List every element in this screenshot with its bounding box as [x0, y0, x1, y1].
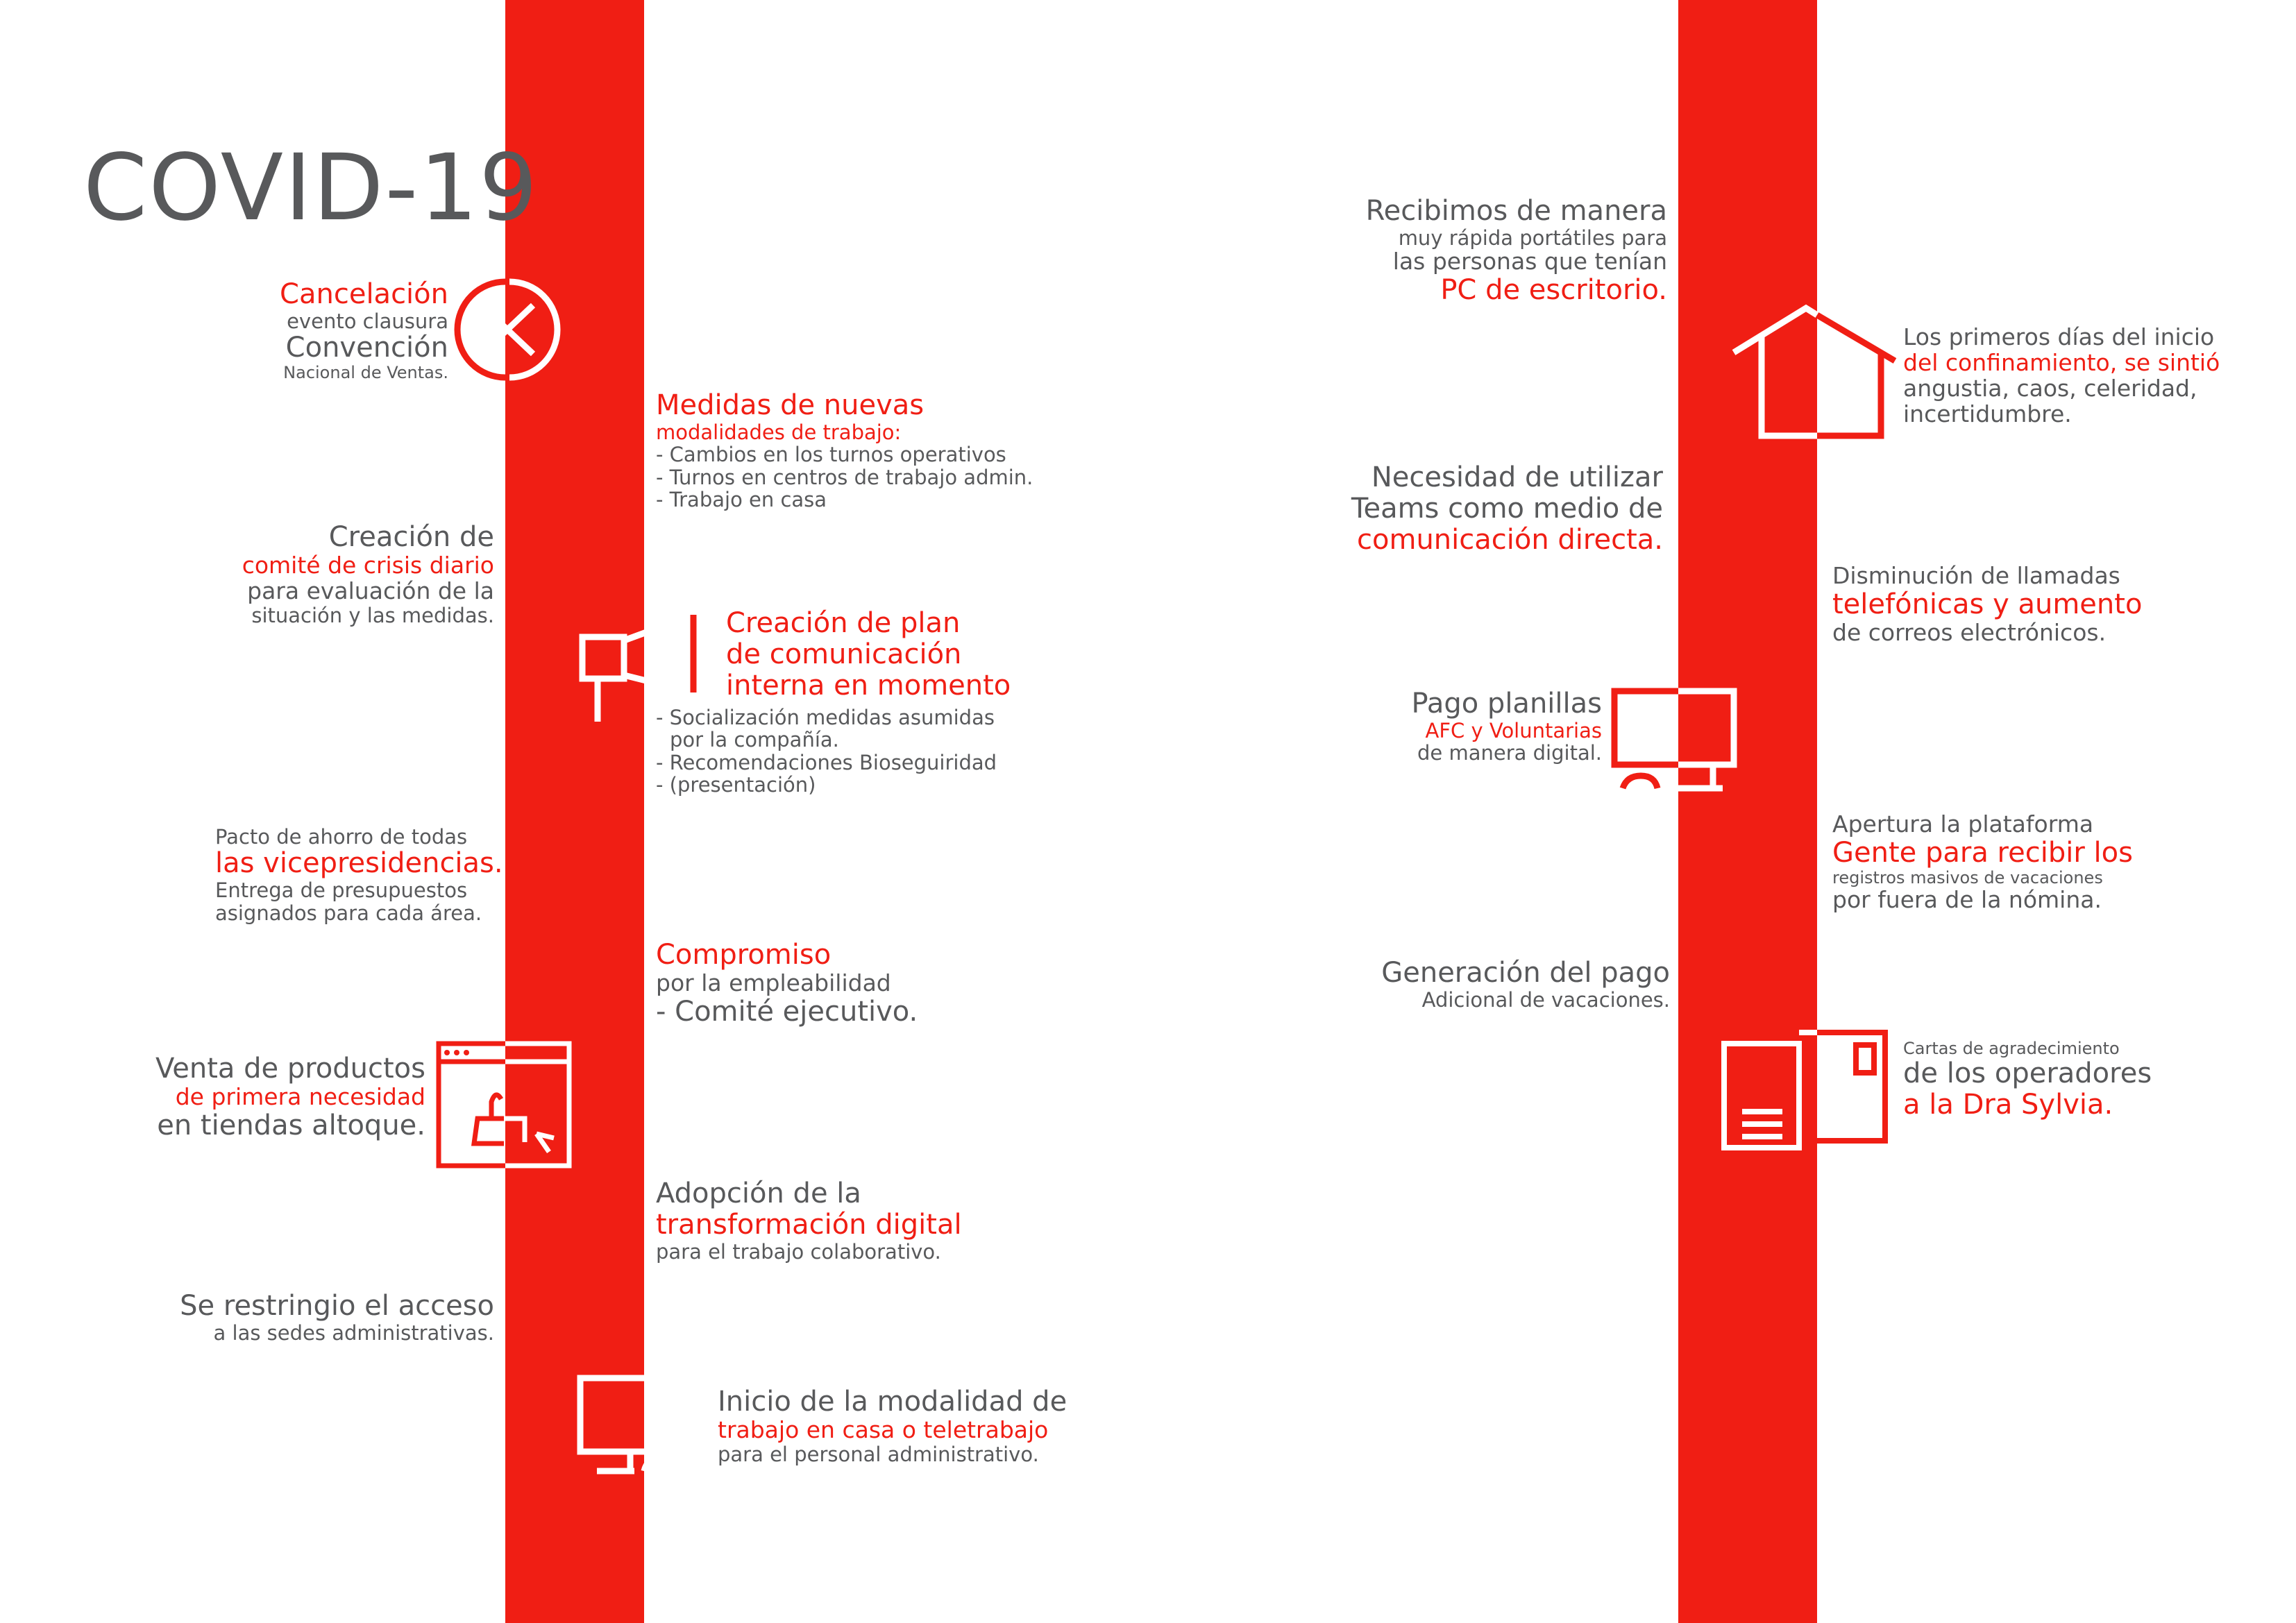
cancel-x-icon [454, 278, 561, 382]
item-medidas: Medidas de nuevas modalidades de trabajo… [656, 389, 1033, 512]
item-teams: Necesidad de utilizar Teams como medio d… [1351, 461, 1663, 556]
shopping-bag-icon [436, 1041, 572, 1169]
item-plan-comunicacion: Creación de plan de comunicación interna… [726, 607, 1011, 702]
item-pacto: Pacto de ahorro de todas las vicepreside… [215, 825, 503, 925]
item-adopcion: Adopción de la transformación digital pa… [656, 1178, 962, 1264]
item-compromiso: Compromiso por la empleabilidad - Comité… [656, 939, 918, 1028]
item-comite: Creación de comité de crisis diario para… [242, 521, 494, 627]
desktop-computer-icon [575, 1373, 704, 1484]
item-confinamiento: Los primeros días del inicio del confina… [1903, 323, 2220, 427]
item-plataforma: Apertura la plataforma Gente para recibi… [1832, 810, 2133, 913]
item-restringio: Se restringio el acceso a las sedes admi… [180, 1290, 494, 1345]
item-plan-bullets: - Socialización medidas asumidas por la … [656, 706, 997, 797]
house-icon [1728, 304, 1905, 441]
item-llamadas: Disminución de llamadas telefónicas y au… [1832, 562, 2143, 646]
timeline-bar-left [505, 0, 644, 1623]
page-title: COVID-19 [83, 135, 539, 241]
item-pago-vacaciones: Generación del pago Adicional de vacacio… [1381, 957, 1670, 1012]
timeline-bar-right [1678, 0, 1817, 1623]
item-recibimos: Recibimos de manera muy rápida portátile… [1365, 195, 1667, 307]
megaphone-icon [578, 609, 703, 734]
item-cancelacion: Cancelación evento clausura Convención N… [280, 278, 448, 383]
item-venta: Venta de productos de primera necesidad … [155, 1053, 425, 1141]
monitor-icon [1609, 687, 1741, 799]
item-inicio-teletrabajo: Inicio de la modalidad de trabajo en cas… [718, 1386, 1067, 1466]
letter-document-icon [1721, 1030, 1905, 1153]
item-cartas: Cartas de agradecimiento de los operador… [1903, 1039, 2152, 1121]
item-planillas: Pago planillas AFC y Voluntarias de mane… [1411, 688, 1602, 765]
